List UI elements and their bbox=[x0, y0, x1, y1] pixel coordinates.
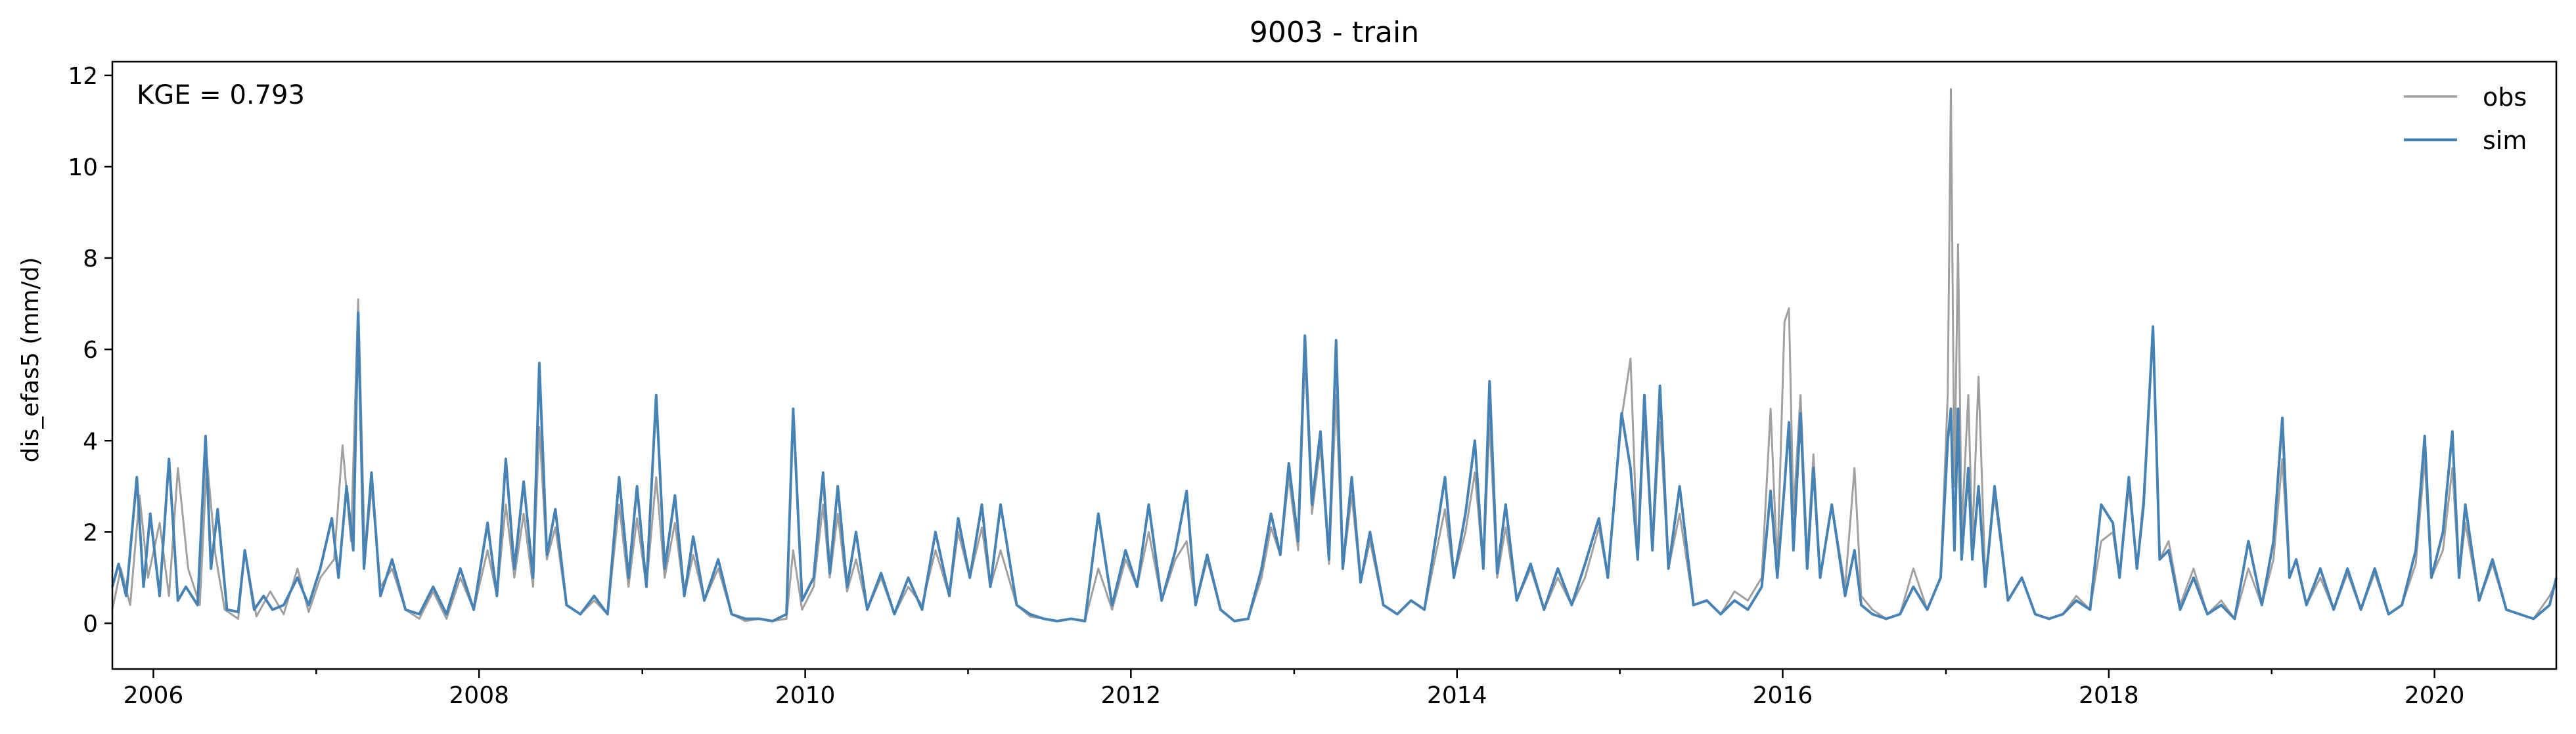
y-tick-label: 4 bbox=[83, 428, 98, 455]
x-tick-label: 2008 bbox=[449, 682, 509, 709]
x-tick-label: 2010 bbox=[775, 682, 836, 709]
x-tick-label: 2012 bbox=[1101, 682, 1162, 709]
x-tick-label: 2018 bbox=[2079, 682, 2139, 709]
y-tick-label: 10 bbox=[68, 154, 98, 181]
x-tick-label: 2020 bbox=[2405, 682, 2465, 709]
series-layer bbox=[111, 88, 2558, 622]
y-axis-ticks: 0 2 4 6 8 10 12 bbox=[68, 63, 112, 637]
x-tick-label: 2014 bbox=[1427, 682, 1487, 709]
y-tick-label: 6 bbox=[83, 337, 98, 364]
plot-frame bbox=[111, 60, 2558, 670]
y-tick-label: 2 bbox=[83, 519, 98, 546]
x-axis-ticks: 2006 2008 2010 2012 2014 2016 2018 2020 bbox=[124, 669, 2465, 709]
y-tick-label: 0 bbox=[83, 611, 98, 637]
y-axis-title: dis_efas5 (mm/d) bbox=[17, 257, 44, 463]
legend-label-obs: obs bbox=[2483, 83, 2527, 112]
y-tick-label: 12 bbox=[68, 63, 98, 90]
legend-label-sim: sim bbox=[2483, 126, 2527, 155]
series-line-sim bbox=[111, 311, 2558, 622]
y-tick-label: 8 bbox=[83, 246, 98, 272]
chart-title: 9003 - train bbox=[1250, 16, 1419, 49]
x-tick-label: 2006 bbox=[124, 682, 184, 709]
x-tick-label: 2016 bbox=[1753, 682, 1813, 709]
kge-annotation: KGE = 0.793 bbox=[137, 80, 305, 110]
legend: obs sim bbox=[2404, 83, 2527, 155]
